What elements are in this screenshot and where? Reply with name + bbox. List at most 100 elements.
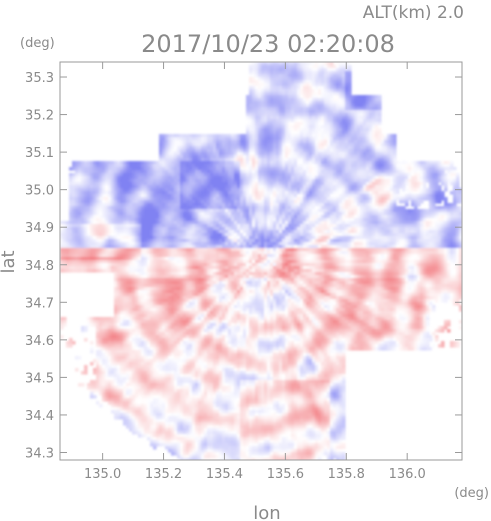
radar-cell <box>195 167 199 171</box>
radar-cell <box>384 230 388 234</box>
radar-cell <box>339 164 343 168</box>
radar-cell <box>375 182 379 186</box>
radar-cell <box>321 98 325 102</box>
radar-cell <box>177 221 181 225</box>
radar-cell <box>204 230 208 234</box>
radar-cell <box>216 188 220 192</box>
radar-cell <box>372 152 376 156</box>
radar-cell <box>105 200 109 204</box>
radar-cell <box>252 116 256 120</box>
radar-cell <box>141 206 145 210</box>
radar-cell <box>201 221 205 225</box>
radar-cell <box>270 95 274 99</box>
radar-cell <box>261 71 265 75</box>
radar-cell <box>189 182 193 186</box>
radar-cell <box>279 221 283 225</box>
radar-cell <box>105 164 109 168</box>
radar-cell <box>264 77 268 81</box>
radar-cell <box>228 209 232 213</box>
radar-cell <box>417 209 421 213</box>
radar-cell <box>219 140 223 144</box>
radar-cell <box>405 233 409 237</box>
radar-cell <box>270 182 274 186</box>
radar-cell <box>222 212 226 216</box>
radar-cell <box>195 236 199 240</box>
radar-cell <box>249 176 253 180</box>
radar-cell <box>459 212 462 216</box>
radar-cell <box>69 191 73 195</box>
radar-cell <box>330 113 334 117</box>
radar-cell <box>114 197 118 201</box>
radar-cell <box>396 191 400 195</box>
radar-cell <box>330 74 334 78</box>
radar-cell <box>171 224 175 228</box>
radar-cell <box>321 77 325 81</box>
radar-cell <box>243 194 247 198</box>
radar-cell <box>444 164 448 168</box>
radar-cell <box>192 167 196 171</box>
radar-cell <box>126 170 130 174</box>
radar-cell <box>123 218 127 222</box>
radar-cell <box>147 227 151 231</box>
radar-cell <box>405 221 409 225</box>
radar-cell <box>291 173 295 177</box>
radar-cell <box>192 152 196 156</box>
radar-cell <box>435 179 439 183</box>
radar-cell <box>294 167 298 171</box>
radar-cell <box>171 233 175 237</box>
radar-cell <box>78 218 82 222</box>
radar-cell <box>96 230 100 234</box>
radar-cell <box>228 233 232 237</box>
radar-cell <box>168 197 172 201</box>
radar-cell <box>297 125 301 129</box>
radar-cell <box>309 182 313 186</box>
radar-cell <box>438 164 442 168</box>
radar-cell <box>333 218 337 222</box>
radar-cell <box>357 179 361 183</box>
radar-cell <box>66 221 70 225</box>
radar-cell <box>414 203 418 207</box>
radar-cell <box>81 218 85 222</box>
radar-cell <box>306 113 310 117</box>
radar-cell <box>309 125 313 129</box>
radar-cell <box>303 98 307 102</box>
radar-cell <box>357 230 361 234</box>
radar-cell <box>309 98 313 102</box>
radar-cell <box>282 194 286 198</box>
radar-cell <box>282 209 286 213</box>
radar-cell <box>438 209 442 213</box>
radar-cell <box>303 170 307 174</box>
radar-cell <box>315 200 319 204</box>
radar-cell <box>288 86 292 90</box>
radar-cell <box>360 233 364 237</box>
radar-cell <box>111 188 115 192</box>
radar-cell <box>102 164 106 168</box>
radar-cell <box>321 143 325 147</box>
radar-cell <box>249 62 253 66</box>
radar-cell <box>354 224 358 228</box>
radar-cell <box>285 92 289 96</box>
radar-cell <box>231 194 235 198</box>
radar-cell <box>192 134 196 138</box>
radar-cell <box>303 107 307 111</box>
radar-cell <box>312 227 316 231</box>
radar-cell <box>165 212 169 216</box>
radar-cell <box>354 206 358 210</box>
radar-cell <box>327 170 331 174</box>
radar-cell <box>240 158 244 162</box>
radar-cell <box>267 218 271 222</box>
radar-cell <box>138 230 142 234</box>
radar-cell <box>237 212 241 216</box>
radar-cell <box>288 191 292 195</box>
radar-cell <box>171 194 175 198</box>
radar-cell <box>105 191 109 195</box>
radar-cell <box>132 176 136 180</box>
radar-cell <box>339 203 343 207</box>
radar-cell <box>318 167 322 171</box>
radar-cell <box>192 209 196 213</box>
radar-cell <box>270 185 274 189</box>
radar-cell <box>258 176 262 180</box>
radar-cell <box>126 212 130 216</box>
radar-cell <box>306 227 310 231</box>
radar-cell <box>135 236 139 240</box>
